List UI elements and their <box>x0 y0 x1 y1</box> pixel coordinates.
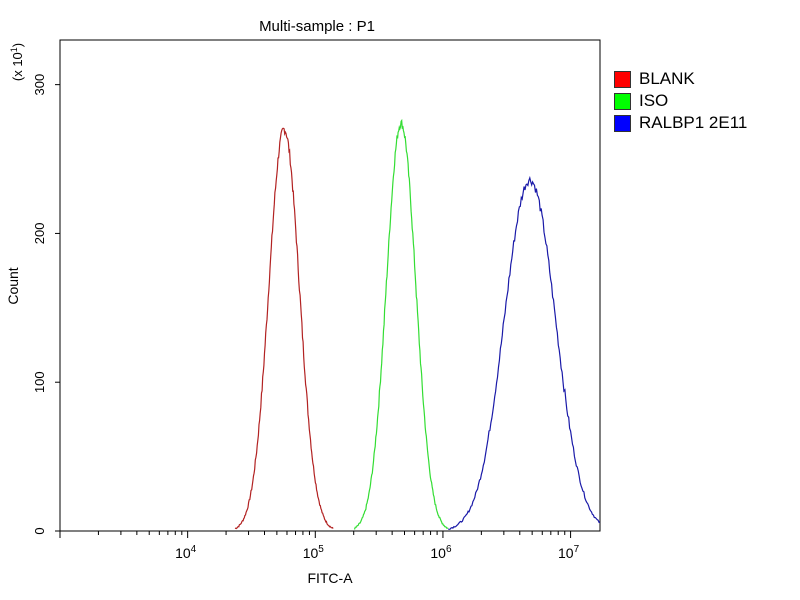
x-tick-label: 105 <box>303 544 325 561</box>
legend: BLANK ISO RALBP1 2E11 <box>614 68 747 134</box>
y-tick-label: 0 <box>32 527 47 534</box>
y-tick-label-group: 300 <box>32 74 47 96</box>
series-line-ralbp1-2e11 <box>447 175 601 530</box>
legend-swatch-blank <box>614 70 631 88</box>
series-line-iso <box>353 118 449 530</box>
y-axis-ticks: 0 100 200 300 <box>32 74 60 535</box>
x-tick-label: 107 <box>558 544 580 561</box>
legend-label-ralbp1: RALBP1 2E11 <box>639 113 748 132</box>
y-tick-label-group: 100 <box>32 371 47 393</box>
y-tick-label: 100 <box>32 371 47 393</box>
x-axis-label: FITC-A <box>307 570 353 586</box>
legend-item-ralbp1: RALBP1 2E11 <box>614 112 747 134</box>
legend-swatch-ralbp1 <box>614 114 631 132</box>
legend-item-blank: BLANK <box>614 68 747 90</box>
legend-label-iso: ISO <box>639 91 669 110</box>
x-tick-label: 106 <box>430 544 452 561</box>
y-tick-label-group: 200 <box>32 223 47 245</box>
y-tick-label-group: 0 <box>32 527 47 534</box>
y-axis-label: Count <box>5 267 21 304</box>
legend-label-blank: BLANK <box>639 69 695 88</box>
y-axis-multiplier: (x 101) <box>9 43 25 81</box>
y-multiplier-text: (x 10 <box>10 52 25 81</box>
y-tick-label: 200 <box>32 223 47 245</box>
y-multiplier-exp: 1 <box>9 47 19 52</box>
plot-frame <box>59 39 601 532</box>
y-tick-label: 300 <box>32 74 47 96</box>
y-multiplier-close: ) <box>10 43 25 47</box>
x-axis-ticks: 104 105 106 107 <box>59 531 580 561</box>
x-tick-label: 104 <box>175 544 197 561</box>
series-line-blank <box>234 127 334 530</box>
legend-item-iso: ISO <box>614 90 747 112</box>
legend-swatch-iso <box>614 92 631 110</box>
chart-title: Multi-sample : P1 <box>259 18 375 35</box>
series-lines <box>234 118 601 530</box>
svg-text:(x 101): (x 101) <box>9 43 25 81</box>
